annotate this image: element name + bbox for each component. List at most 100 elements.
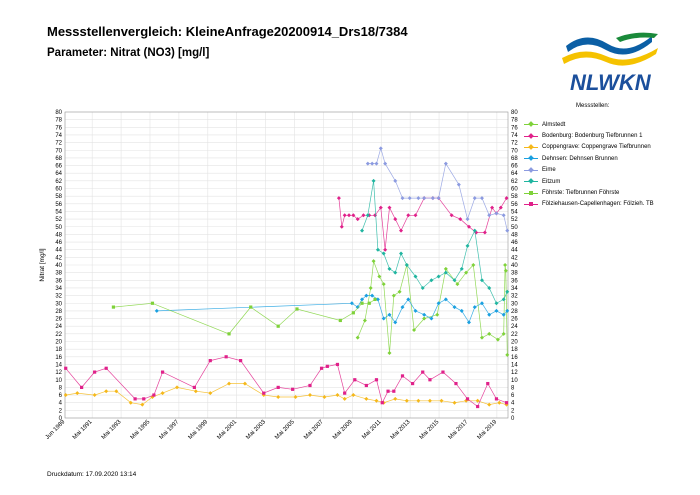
y-tick-label-right: 72 — [511, 141, 518, 147]
y-tick-label-left: 46 — [55, 240, 62, 246]
data-point — [397, 289, 402, 294]
y-tick-label-right: 16 — [511, 355, 518, 361]
data-point — [335, 362, 340, 367]
y-tick-label-left: 76 — [55, 125, 62, 131]
legend-label: Eitzum — [542, 178, 561, 185]
y-tick-label-left: 72 — [55, 141, 62, 147]
x-tick-label: Mai 1995 — [130, 419, 152, 441]
data-point — [464, 270, 469, 275]
data-point — [193, 389, 198, 394]
data-point — [456, 182, 461, 187]
data-point — [449, 213, 454, 218]
y-tick-label-left: 26 — [55, 317, 62, 323]
data-point — [140, 402, 145, 407]
data-point — [422, 312, 427, 317]
data-point — [504, 401, 509, 405]
data-point — [386, 389, 390, 393]
data-point — [276, 394, 281, 399]
data-point — [399, 251, 404, 256]
y-tick-label-left: 52 — [55, 217, 62, 223]
data-point — [381, 316, 386, 321]
data-point — [413, 308, 418, 313]
legend-label: Föhrste: Tiefbrunnen Föhrste — [542, 190, 620, 197]
y-tick-label-left: 16 — [55, 355, 62, 361]
y-tick-label-right: 0 — [511, 416, 515, 422]
data-point — [361, 213, 366, 218]
data-point — [501, 331, 506, 336]
data-point — [486, 381, 490, 386]
legend: Almstedt Bodenburg: Bodenburg Tiefbrunnen… — [524, 119, 654, 210]
y-tick-label-right: 58 — [511, 194, 518, 200]
data-point — [152, 393, 156, 397]
y-tick-label-left: 54 — [55, 209, 62, 215]
legend-item: Eime — [524, 165, 654, 176]
y-tick-label-left: 8 — [59, 385, 63, 391]
data-point — [362, 318, 367, 323]
y-tick-label-right: 42 — [511, 255, 518, 261]
data-point — [472, 196, 477, 201]
data-point — [325, 364, 329, 368]
data-point — [452, 305, 457, 310]
y-tick-label-right: 8 — [511, 385, 515, 391]
data-point — [466, 320, 471, 325]
data-point — [387, 266, 392, 271]
data-point — [383, 247, 388, 252]
data-point — [351, 393, 356, 398]
data-point — [92, 393, 97, 398]
data-point — [75, 391, 80, 396]
legend-label: Fölziehausen-Capellenhagen: Fölzieh. TB — [542, 201, 654, 208]
data-point — [494, 211, 499, 216]
data-point — [416, 398, 421, 403]
logo-text: NLWKN — [570, 70, 652, 95]
logo-wave-blue-icon — [566, 36, 652, 55]
data-point — [411, 381, 415, 386]
x-tick-label: Mai 2007 — [303, 419, 325, 441]
y-tick-label-left: 18 — [55, 347, 62, 353]
y-tick-label-left: 64 — [55, 171, 62, 177]
data-point — [412, 328, 417, 333]
legend-label: Coppengrave: Coppengrave Tiefbrunnen — [542, 144, 651, 151]
data-point — [475, 398, 480, 403]
data-point — [465, 243, 470, 248]
data-point — [421, 370, 425, 374]
data-point — [150, 301, 155, 305]
data-point — [498, 205, 503, 210]
y-tick-label-right: 4 — [511, 401, 515, 407]
data-point — [319, 366, 324, 370]
data-point — [393, 178, 398, 183]
legend-item: Föhrste: Tiefbrunnen Föhrste — [524, 187, 654, 198]
y-tick-label-left: 12 — [55, 370, 62, 376]
data-point — [455, 282, 460, 287]
data-point — [392, 389, 396, 393]
data-point — [276, 324, 280, 328]
y-tick-label-right: 38 — [511, 271, 518, 277]
data-point — [476, 404, 480, 409]
nlwkn-logo: NLWKN — [562, 32, 658, 95]
data-point — [471, 263, 476, 267]
x-tick-label: Mai 2011 — [361, 419, 383, 441]
data-point — [393, 217, 398, 222]
data-point — [393, 320, 398, 325]
y-tick-label-left: 58 — [55, 194, 62, 200]
data-point — [479, 335, 484, 340]
y-tick-label-left: 0 — [59, 416, 63, 422]
data-point — [104, 389, 109, 394]
y-tick-label-left: 78 — [55, 118, 62, 124]
data-point — [487, 402, 492, 407]
data-point — [406, 213, 411, 218]
data-point — [505, 228, 510, 233]
data-point — [342, 213, 347, 218]
data-point — [295, 307, 299, 311]
y-tick-label-left: 48 — [55, 232, 62, 238]
y-tick-label-right: 24 — [511, 324, 518, 330]
x-tick-label: Mai 1993 — [101, 419, 123, 441]
data-point — [338, 318, 342, 323]
data-point — [441, 370, 445, 374]
logo-wave-green-icon — [616, 32, 658, 42]
data-point — [104, 366, 108, 370]
y-tick-label-left: 2 — [59, 408, 63, 414]
y-tick-label-right: 52 — [511, 217, 518, 223]
chart-subtitle: Parameter: Nitrat (NO3) [mg/l] — [47, 47, 210, 59]
data-point — [335, 393, 340, 398]
data-point — [436, 274, 441, 279]
